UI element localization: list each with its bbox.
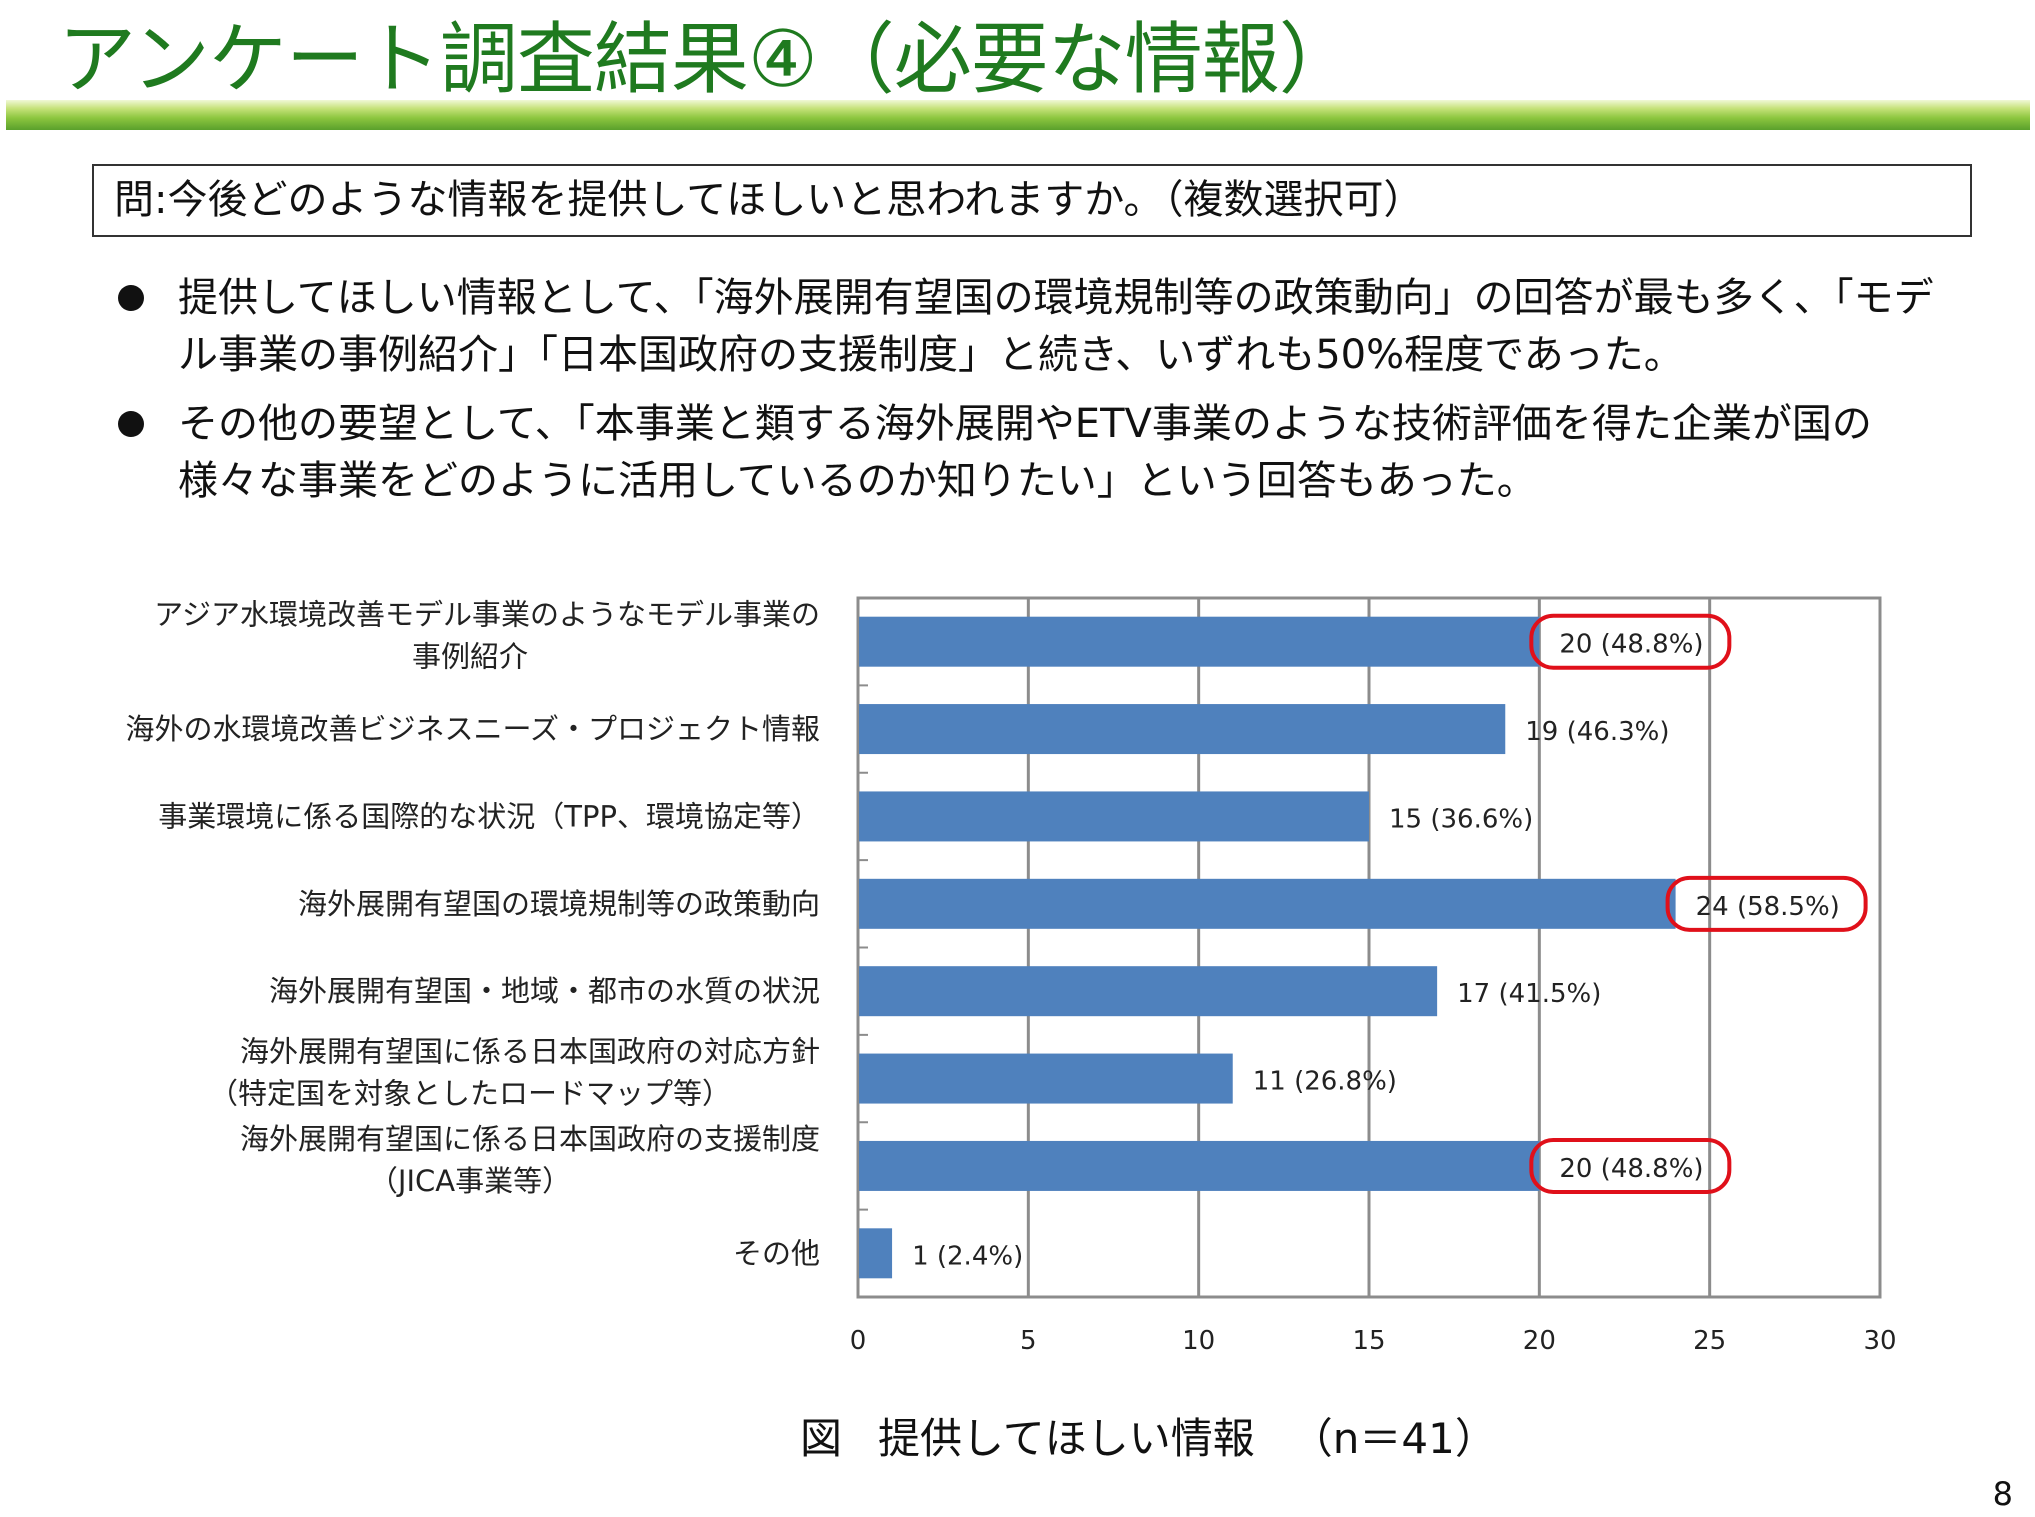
value-label: 1 (2.4%) <box>912 1241 1023 1271</box>
bullet-line: 提供してほしい情報として、「海外展開有望国の環境規制等の政策動向」の回答が最も多… <box>178 275 1934 321</box>
bullet-item: 提供してほしい情報として、「海外展開有望国の環境規制等の政策動向」の回答が最も多… <box>118 270 1998 384</box>
category-label: 海外展開有望国に係る日本国政府の支援制度 <box>240 1122 820 1156</box>
category-label: 海外の水環境改善ビジネスニーズ・プロジェクト情報 <box>125 712 820 746</box>
bullet-dot-icon <box>118 285 144 311</box>
category-label: （特定国を対象としたロードマップ等） <box>209 1077 731 1111</box>
category-label: （JICA事業等） <box>369 1164 571 1198</box>
highlight-ring <box>1529 1137 1732 1194</box>
x-tick-label: 0 <box>850 1326 867 1356</box>
highlight-ring <box>1665 875 1868 932</box>
x-tick-label: 30 <box>1863 1326 1896 1356</box>
x-tick-label: 15 <box>1352 1326 1385 1356</box>
bar <box>859 1140 1540 1191</box>
bar <box>859 791 1369 842</box>
slide-title: アンケート調査結果④（必要な情報） <box>58 15 1357 105</box>
caption-fig: 図 <box>800 1414 843 1463</box>
x-tick-label: 5 <box>1020 1326 1037 1356</box>
x-tick-label: 10 <box>1182 1326 1215 1356</box>
value-label: 20 (48.8%) <box>1559 630 1703 660</box>
bar <box>859 1228 893 1279</box>
caption-text: 提供してほしい情報 <box>878 1414 1255 1463</box>
page-number: 8 <box>1992 1475 2013 1513</box>
title-underline-bar <box>6 100 2030 130</box>
value-label: 11 (26.8%) <box>1253 1067 1397 1097</box>
category-label: 海外展開有望国の環境規制等の政策動向 <box>298 887 820 921</box>
category-label: 海外展開有望国に係る日本国政府の対応方針 <box>240 1035 820 1069</box>
highlight-ring <box>1529 613 1732 670</box>
x-tick-label: 20 <box>1523 1326 1556 1356</box>
value-label: 15 (36.6%) <box>1389 804 1533 834</box>
bar <box>859 966 1438 1017</box>
bullet-line: 様々な事業をどのように活用しているのか知りたい」という回答もあった。 <box>178 458 1537 504</box>
category-label: 事例紹介 <box>412 640 528 674</box>
value-label: 17 (41.5%) <box>1457 979 1601 1009</box>
bullet-list: 提供してほしい情報として、「海外展開有望国の環境規制等の政策動向」の回答が最も多… <box>118 270 1998 522</box>
category-label: その他 <box>733 1236 820 1270</box>
bar <box>859 878 1676 929</box>
value-label: 20 (48.8%) <box>1559 1154 1703 1184</box>
bullet-dot-icon <box>118 411 144 437</box>
bullet-line: その他の要望として、「本事業と類する海外展開やETV事業のような技術評価を得た企… <box>178 401 1872 447</box>
category-label: 海外展開有望国・地域・都市の水質の状況 <box>269 974 820 1008</box>
bar <box>859 1053 1233 1104</box>
bullet-item: その他の要望として、「本事業と類する海外展開やETV事業のような技術評価を得た企… <box>118 396 1998 510</box>
question-box: 問:今後どのような情報を提供してほしいと思われますか。（複数選択可） <box>92 164 1972 237</box>
bullet-line: ル事業の事例紹介」「日本国政府の支援制度」と続き、いずれも50%程度であった。 <box>178 332 1684 378</box>
value-label: 24 (58.5%) <box>1696 892 1840 922</box>
category-label: アジア水環境改善モデル事業のようなモデル事業の <box>154 598 820 632</box>
figure-caption: 図提供してほしい情報 （n＝41） <box>800 1405 1533 1466</box>
value-label: 19 (46.3%) <box>1525 717 1669 747</box>
x-tick-label: 25 <box>1693 1326 1726 1356</box>
category-label: 事業環境に係る国際的な状況（TPP、環境協定等） <box>158 799 820 833</box>
caption-n: （n＝41） <box>1290 1414 1497 1463</box>
bar <box>859 616 1540 667</box>
bar <box>859 704 1506 755</box>
